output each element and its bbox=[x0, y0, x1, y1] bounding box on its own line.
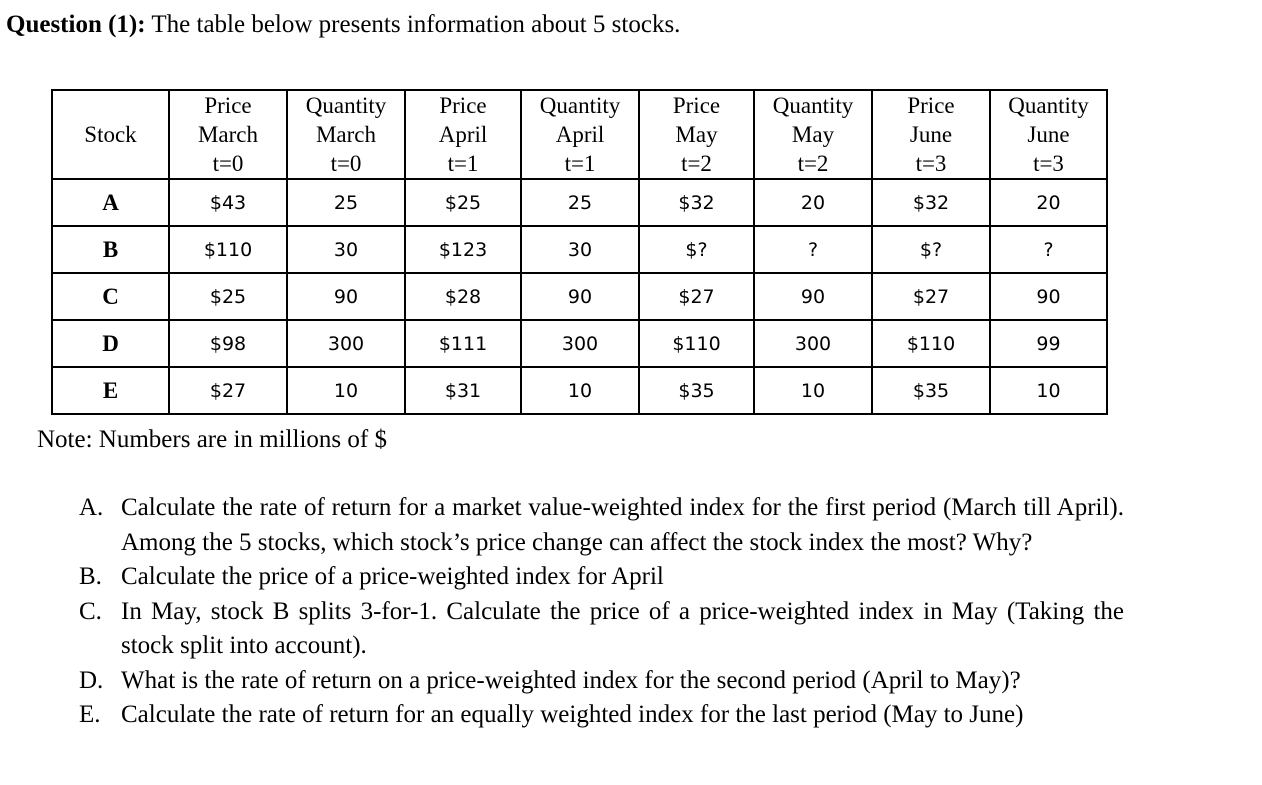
question-marker: C. bbox=[79, 597, 102, 625]
cell-price-march: $43 bbox=[168, 178, 288, 227]
cell-quantity-may: 300 bbox=[753, 319, 873, 368]
question-marker: D. bbox=[79, 666, 104, 694]
header-stock: Stock bbox=[51, 89, 170, 180]
cell-quantity-may: 90 bbox=[753, 272, 873, 321]
cell-quantity-april: 90 bbox=[520, 272, 640, 321]
cell-price-may: $110 bbox=[638, 319, 755, 368]
cell-price-april: $25 bbox=[404, 178, 522, 227]
header-price-may: Price May t=2 bbox=[638, 89, 755, 180]
stock-label: C bbox=[51, 272, 170, 321]
cell-quantity-march: 300 bbox=[286, 319, 406, 368]
table-header-row: Stock Price March t=0 Quantity March t=0 Pri… bbox=[51, 89, 1108, 180]
cell-price-march: $27 bbox=[168, 366, 288, 415]
cell-quantity-april: 300 bbox=[520, 319, 640, 368]
cell-price-april: $123 bbox=[404, 225, 522, 274]
cell-price-june: $? bbox=[871, 225, 991, 274]
cell-quantity-april: 10 bbox=[520, 366, 640, 415]
question-item-e: E. Calculate the rate of return for an eq… bbox=[79, 698, 1124, 733]
question-text: In May, stock B splits 3-for-1. Calculat… bbox=[121, 597, 1124, 660]
cell-quantity-may: 10 bbox=[753, 366, 873, 415]
question-marker: B. bbox=[79, 563, 102, 590]
question-number: Question (1): bbox=[6, 11, 146, 38]
cell-quantity-march: 90 bbox=[286, 272, 406, 321]
cell-quantity-april: 25 bbox=[520, 178, 640, 227]
cell-quantity-june: 20 bbox=[989, 178, 1108, 227]
header-quantity-june: Quantity June t=3 bbox=[989, 89, 1108, 180]
table-row: B $110 30 $123 30 $? ? $? ? bbox=[51, 225, 1108, 274]
cell-quantity-march: 25 bbox=[286, 178, 406, 227]
cell-quantity-march: 10 bbox=[286, 366, 406, 415]
question-text: Calculate the price of a price-weighted … bbox=[121, 563, 664, 590]
table-row: A $43 25 $25 25 $32 20 $32 20 bbox=[51, 178, 1108, 227]
cell-price-march: $110 bbox=[168, 225, 288, 274]
table-row: C $25 90 $28 90 $27 90 $27 90 bbox=[51, 272, 1108, 321]
cell-quantity-june: 10 bbox=[989, 366, 1108, 415]
cell-quantity-june: ? bbox=[989, 225, 1108, 274]
header-quantity-march: Quantity March t=0 bbox=[286, 89, 406, 180]
cell-price-may: $35 bbox=[638, 366, 755, 415]
table-row: D $98 300 $111 300 $110 300 $110 99 bbox=[51, 319, 1108, 368]
cell-price-june: $35 bbox=[871, 366, 991, 415]
cell-price-may: $27 bbox=[638, 272, 755, 321]
question-intro: The table below presents information abo… bbox=[145, 11, 681, 38]
header-price-march: Price March t=0 bbox=[168, 89, 288, 180]
question-item-c: C. In May, stock B splits 3-for-1. Calcul… bbox=[79, 595, 1124, 664]
header-price-april: Price April t=1 bbox=[404, 89, 522, 180]
cell-quantity-may: 20 bbox=[753, 178, 873, 227]
header-price-june: Price June t=3 bbox=[871, 89, 991, 180]
cell-price-june: $110 bbox=[871, 319, 991, 368]
question-text: Calculate the rate of return for a marke… bbox=[121, 494, 1124, 556]
table-row: E $27 10 $31 10 $35 10 $35 10 bbox=[51, 366, 1108, 415]
question-text: What is the rate of return on a price-we… bbox=[121, 666, 1021, 694]
cell-price-april: $28 bbox=[404, 272, 522, 321]
question-item-b: B. Calculate the price of a price-weighte… bbox=[79, 560, 1124, 595]
cell-price-may: $32 bbox=[638, 178, 755, 227]
header-quantity-may: Quantity May t=2 bbox=[753, 89, 873, 180]
stock-label: D bbox=[51, 319, 170, 368]
cell-quantity-june: 90 bbox=[989, 272, 1108, 321]
cell-price-april: $31 bbox=[404, 366, 522, 415]
stock-label: E bbox=[51, 366, 170, 415]
header-quantity-april: Quantity April t=1 bbox=[520, 89, 640, 180]
cell-price-april: $111 bbox=[404, 319, 522, 368]
cell-price-june: $27 bbox=[871, 272, 991, 321]
cell-quantity-march: 30 bbox=[286, 225, 406, 274]
question-item-a: A. Calculate the rate of return for a mar… bbox=[79, 491, 1124, 560]
question-title: Question (1): The table below presents i… bbox=[6, 8, 680, 42]
question-marker: E. bbox=[79, 701, 101, 728]
stock-label: B bbox=[51, 225, 170, 274]
question-marker: A. bbox=[79, 494, 104, 521]
stock-label: A bbox=[51, 178, 170, 227]
question-text: Calculate the rate of return for an equa… bbox=[121, 701, 1024, 728]
table-note: Note: Numbers are in millions of $ bbox=[37, 426, 387, 453]
cell-price-march: $25 bbox=[168, 272, 288, 321]
cell-quantity-april: 30 bbox=[520, 225, 640, 274]
stock-table: Stock Price March t=0 Quantity March t=0 Pri… bbox=[51, 89, 1108, 415]
question-item-d: D. What is the rate of return on a price-… bbox=[79, 664, 1124, 699]
cell-quantity-june: 99 bbox=[989, 319, 1108, 368]
cell-price-may: $? bbox=[638, 225, 755, 274]
cell-quantity-may: ? bbox=[753, 225, 873, 274]
cell-price-june: $32 bbox=[871, 178, 991, 227]
question-list: A. Calculate the rate of return for a mar… bbox=[79, 491, 1124, 733]
cell-price-march: $98 bbox=[168, 319, 288, 368]
